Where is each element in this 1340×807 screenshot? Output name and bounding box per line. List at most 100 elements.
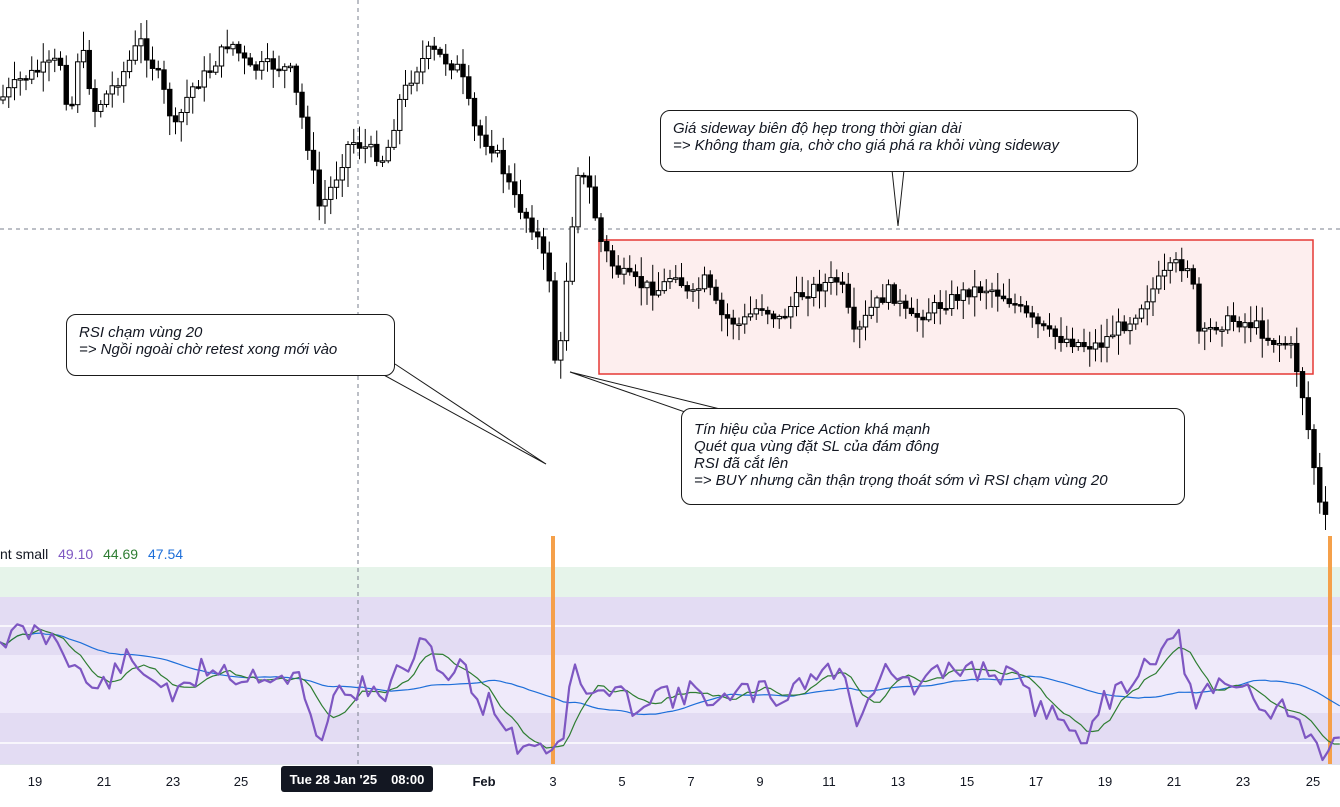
candle-body <box>604 240 610 252</box>
candle-body <box>1115 321 1122 336</box>
candle-body <box>1179 259 1185 272</box>
rsi20-callout[interactable]: RSI chạm vùng 20 => Ngồi ngoài chờ retes… <box>66 314 395 376</box>
candle-body <box>581 174 587 178</box>
candle-body <box>333 179 340 188</box>
candle-body <box>494 149 501 154</box>
indicator-value-rsi: 49.10 <box>58 546 94 562</box>
candle-body <box>512 181 518 196</box>
pa-callout-line: Quét qua vùng đặt SL của đám đông <box>694 438 939 455</box>
candle-body <box>546 252 552 282</box>
x-tick-label: 17 <box>1028 774 1044 789</box>
candle-body <box>598 217 604 242</box>
candle-body <box>747 313 754 318</box>
x-tick-label: 15 <box>959 774 975 789</box>
candle-body <box>759 308 765 311</box>
sideway-range-box[interactable] <box>598 239 1314 375</box>
candle-body <box>1064 338 1070 344</box>
candle-body <box>1023 305 1030 314</box>
candle-body <box>742 316 748 325</box>
candle-body <box>1213 326 1219 331</box>
candle-body <box>57 57 64 66</box>
candle-body <box>788 306 794 318</box>
candle-body <box>1236 320 1242 328</box>
candle-body <box>678 277 685 287</box>
candle-body <box>259 61 265 71</box>
candle-body <box>1075 342 1081 348</box>
candle-body <box>661 281 667 292</box>
candle-body <box>650 281 656 296</box>
candle-body <box>109 85 115 95</box>
candle-body <box>138 38 144 47</box>
candle-body <box>1288 342 1294 346</box>
x-tick-label: 5 <box>618 774 626 789</box>
candle-body <box>1253 320 1260 329</box>
candle-body <box>345 143 351 169</box>
candle-body <box>1219 329 1225 332</box>
pa-callout-line: Tín hiệu của Price Action khá mạnh <box>694 421 931 438</box>
candle-body <box>391 129 397 148</box>
candle-body <box>862 314 869 328</box>
candle-body <box>552 280 558 361</box>
pa-callout[interactable]: Tín hiệu của Price Action khá mạnh Quét … <box>681 408 1185 505</box>
candle-body <box>1150 288 1156 303</box>
candle-body <box>80 49 87 63</box>
candle-body <box>1299 371 1306 399</box>
candle-body <box>828 277 834 283</box>
candle-body <box>425 45 432 60</box>
candle-body <box>776 315 782 320</box>
candle-body <box>466 76 472 99</box>
candle-body <box>374 143 380 162</box>
candle-body <box>805 296 811 299</box>
candle-body <box>1029 312 1035 318</box>
candle-body <box>1144 301 1150 310</box>
indicator-legend[interactable]: nt small 49.10 44.69 47.54 <box>0 546 194 566</box>
candle-body <box>540 236 547 254</box>
candle-body <box>914 313 920 318</box>
candle-body <box>322 198 328 207</box>
candle-body <box>943 307 949 311</box>
candle-body <box>857 326 863 330</box>
sideway-callout[interactable]: Giá sideway biên độ hẹp trong thời gian … <box>660 110 1138 172</box>
candle-body <box>638 276 644 289</box>
x-axis[interactable]: 19 21 23 25 Feb 3 5 7 9 11 13 15 17 19 2… <box>0 764 1340 803</box>
candle-body <box>1041 323 1047 327</box>
candle-body <box>517 194 524 213</box>
candle-body <box>592 186 598 219</box>
candle-body <box>282 66 288 71</box>
candle-body <box>167 88 173 117</box>
candle-body <box>1081 342 1087 348</box>
candle-body <box>1138 308 1145 319</box>
candle-body <box>414 71 420 84</box>
x-tick-label: 11 <box>822 774 836 789</box>
crosshair-date: Tue 28 Jan '25 <box>289 771 378 787</box>
candle-body <box>489 145 495 154</box>
candle-body <box>730 317 736 325</box>
candle-body <box>293 65 299 93</box>
candle-body <box>299 91 305 118</box>
candle-body <box>983 290 989 294</box>
crosshair-time: 08:00 <box>391 771 425 787</box>
candle-body <box>586 175 593 188</box>
candle-body <box>351 142 357 145</box>
x-tick-label: 7 <box>687 774 695 789</box>
candle-body <box>6 87 12 98</box>
candle-body <box>535 231 541 238</box>
x-tick-label: 23 <box>165 774 181 789</box>
candle-body <box>1092 342 1099 350</box>
candle-body <box>1230 315 1237 322</box>
candle-body <box>903 300 909 309</box>
candle-body <box>701 274 708 290</box>
x-tick-label: 19 <box>27 774 43 789</box>
candle-body <box>1196 283 1202 332</box>
crosshair-time-label: Tue 28 Jan '25 08:00 <box>281 766 433 792</box>
candle-body <box>931 302 938 314</box>
candle-body <box>506 173 512 183</box>
candle-body <box>52 57 58 61</box>
candle-body <box>144 38 150 61</box>
candle-body <box>627 267 633 273</box>
rsi20-callout-pointer <box>381 363 547 465</box>
highlight-markers <box>551 536 1332 764</box>
candle-body <box>529 217 535 233</box>
